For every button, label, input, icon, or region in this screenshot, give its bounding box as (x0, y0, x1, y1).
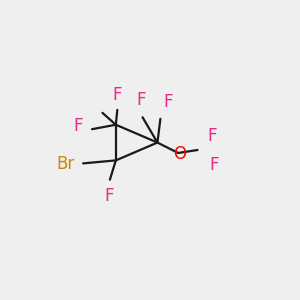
Text: F: F (136, 91, 146, 109)
Text: F: F (74, 117, 83, 135)
Text: F: F (104, 187, 114, 205)
Text: O: O (173, 146, 186, 164)
Text: F: F (164, 93, 173, 111)
Text: F: F (112, 86, 122, 104)
Text: F: F (207, 127, 217, 145)
Text: Br: Br (57, 155, 75, 173)
Text: F: F (209, 156, 219, 174)
